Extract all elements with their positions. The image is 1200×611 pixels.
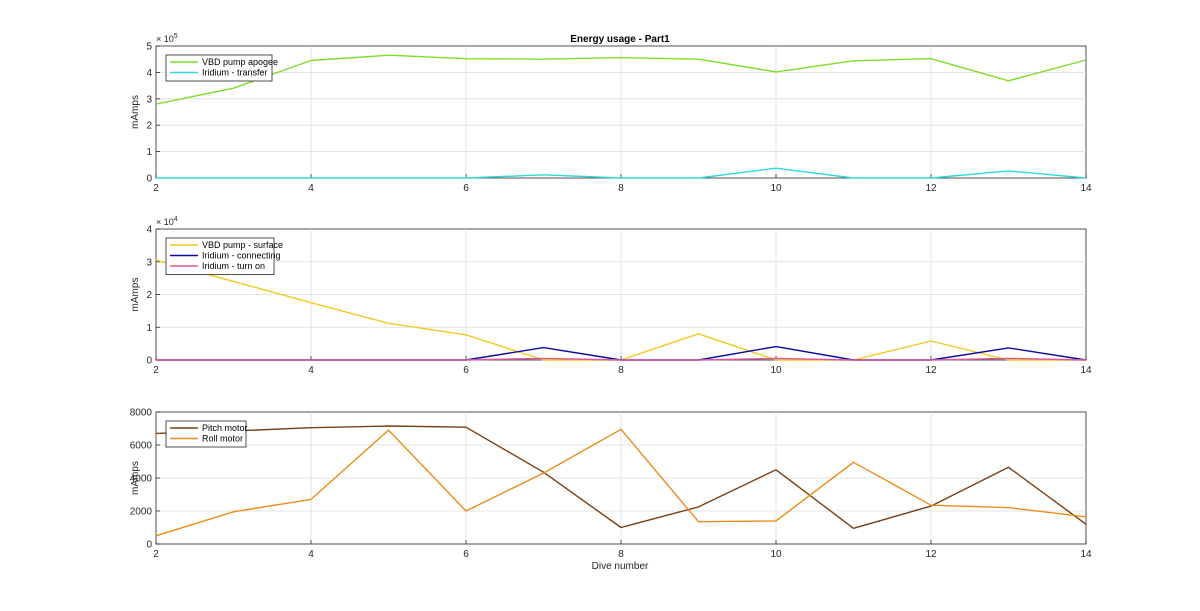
series-line-roll-motor — [155, 428, 1087, 537]
y-tick-label: 4 — [146, 225, 152, 236]
y-tick-label: 3 — [146, 94, 152, 105]
y-exponent-label: × 105 — [156, 33, 178, 44]
legend-entry: VBD pump - surface — [202, 240, 283, 250]
x-tick-label: 2 — [153, 183, 159, 194]
y-tick-label: 0 — [146, 174, 152, 185]
legend-box — [165, 420, 247, 448]
y-tick-label: 0 — [146, 540, 152, 551]
legend-box — [165, 54, 273, 82]
chart-panel-3: 2 4 6 8 10 12 14 0 2000 4000 6000 8000 mAmps Pitch mo… — [130, 408, 1092, 561]
y-axis-label: mAmps — [130, 461, 141, 495]
y-tick-label: 4 — [146, 68, 152, 79]
y-axis-label: mAmps — [130, 278, 141, 312]
x-tick-label: 4 — [308, 365, 314, 376]
x-tick-label: 2 — [153, 549, 159, 560]
legend-entry: Pitch motor — [202, 423, 248, 433]
legend-entry: Iridium - connecting — [202, 251, 281, 261]
x-tick-label: 4 — [308, 549, 314, 560]
x-tick-label: 6 — [463, 549, 469, 560]
y-axis-label: mAmps — [130, 95, 141, 129]
series-line-pitch-motor — [155, 425, 1087, 529]
legend-entry: Iridium - turn on — [202, 261, 265, 271]
x-tick-label: 8 — [618, 365, 624, 376]
y-tick-label: 2 — [146, 121, 152, 132]
x-tick-label: 14 — [1080, 549, 1092, 560]
x-tick-label: 2 — [153, 365, 159, 376]
x-tick-label: 12 — [925, 183, 937, 194]
x-tick-label: 8 — [618, 549, 624, 560]
x-tick-label: 10 — [770, 365, 782, 376]
y-tick-label: 3 — [146, 257, 152, 268]
legend-entry: Roll motor — [202, 434, 243, 444]
y-tick-label: 0 — [146, 356, 152, 367]
y-tick-label: 6000 — [130, 441, 153, 452]
y-exponent-label: × 104 — [156, 216, 178, 227]
x-axis-label: Dive number — [592, 561, 649, 572]
y-tick-label: 4000 — [130, 474, 153, 485]
y-tick-label: 5 — [146, 42, 152, 53]
x-tick-label: 8 — [618, 183, 624, 194]
x-tick-label: 6 — [463, 183, 469, 194]
x-tick-label: 4 — [308, 183, 314, 194]
x-tick-label: 12 — [925, 365, 937, 376]
x-tick-label: 14 — [1080, 183, 1092, 194]
x-tick-label: 14 — [1080, 365, 1092, 376]
x-tick-label: 10 — [770, 183, 782, 194]
legend-entry: VBD pump apogee — [202, 57, 278, 67]
series-line-iridium-transfer — [156, 167, 1087, 179]
y-tick-label: 2000 — [130, 507, 153, 518]
series-line-vbd-pump-apogee — [155, 54, 1087, 105]
y-tick-label: 1 — [146, 147, 152, 158]
x-tick-label: 10 — [770, 549, 782, 560]
x-tick-label: 6 — [463, 365, 469, 376]
y-tick-label: 8000 — [130, 408, 153, 419]
y-tick-label: 1 — [146, 323, 152, 334]
x-tick-label: 12 — [925, 549, 937, 560]
figure-title: Energy usage - Part1 — [570, 34, 670, 45]
legend-entry: Iridium - transfer — [202, 68, 268, 78]
series-line-iridium-turn-on — [156, 357, 1087, 361]
y-tick-label: 2 — [146, 290, 152, 301]
